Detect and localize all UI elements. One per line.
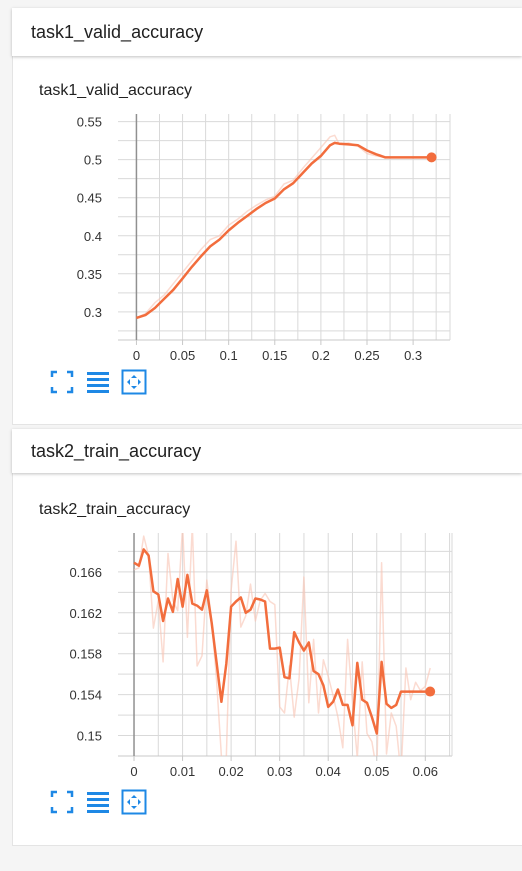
raw-series-line [134, 526, 430, 775]
x-tick-label: 0.03 [267, 764, 292, 779]
fit-domain-icon [121, 369, 147, 395]
x-tick-label: 0.2 [312, 348, 330, 363]
y-tick-label: 0.162 [69, 606, 102, 621]
y-tick-label: 0.166 [69, 565, 102, 580]
last-point-marker [425, 687, 435, 697]
fit-domain-icon [121, 789, 147, 815]
chart-header-1[interactable]: task1_valid_accuracy [12, 8, 522, 56]
toggle-y-log-button[interactable] [85, 789, 111, 815]
x-tick-label: 0.25 [354, 348, 379, 363]
smoothed-series-line [136, 143, 431, 318]
y-tick-label: 0.45 [77, 191, 102, 206]
x-tick-label: 0.15 [262, 348, 287, 363]
chart-header-title: task2_train_accuracy [31, 441, 201, 462]
chart-header-title: task1_valid_accuracy [31, 22, 203, 43]
x-tick-label: 0.1 [220, 348, 238, 363]
chart-header-2[interactable]: task2_train_accuracy [12, 429, 522, 473]
chart-card-2: task2_train_accuracy 0 0.01 0.02 0.03 0.04 0.… [12, 473, 522, 846]
y-tick-label: 0.5 [84, 153, 102, 168]
fullscreen-icon [49, 789, 75, 815]
x-tick-label: 0.05 [170, 348, 195, 363]
x-tick-label: 0.3 [404, 348, 422, 363]
y-tick-label: 0.15 [77, 729, 102, 744]
list-icon [85, 789, 111, 815]
chart-card-1: task1_valid_accuracy 0 0.05 0.1 0.15 0.2 0.25… [12, 56, 522, 425]
fullscreen-button[interactable] [49, 369, 75, 395]
y-tick-label: 0.35 [77, 267, 102, 282]
y-tick-label: 0.158 [69, 647, 102, 662]
list-icon [85, 369, 111, 395]
y-tick-label: 0.154 [69, 688, 102, 703]
x-tick-label: 0 [133, 348, 140, 363]
fullscreen-icon [49, 369, 75, 395]
fit-domain-button[interactable] [121, 789, 147, 815]
x-tick-label: 0.06 [413, 764, 438, 779]
x-tick-label: 0.02 [218, 764, 243, 779]
y-tick-label: 0.55 [77, 115, 102, 130]
fit-domain-button[interactable] [121, 369, 147, 395]
x-tick-label: 0 [130, 764, 137, 779]
raw-series-line [136, 135, 431, 318]
y-tick-label: 0.4 [84, 229, 102, 244]
x-tick-label: 0.04 [316, 764, 341, 779]
fullscreen-button[interactable] [49, 789, 75, 815]
toggle-y-log-button[interactable] [85, 369, 111, 395]
last-point-marker [427, 152, 437, 162]
x-tick-label: 0.01 [170, 764, 195, 779]
x-tick-label: 0.05 [364, 764, 389, 779]
y-tick-label: 0.3 [84, 305, 102, 320]
